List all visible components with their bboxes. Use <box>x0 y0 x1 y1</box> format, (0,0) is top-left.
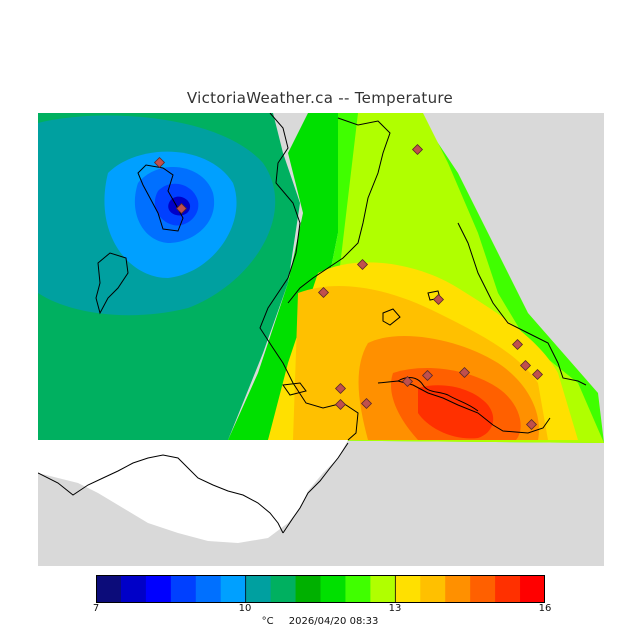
coastline-saanich-bay <box>397 377 479 412</box>
legend-swatch <box>395 575 421 603</box>
legend-swatch <box>520 575 545 603</box>
timestamp: 2026/04/20 08:33 <box>288 616 379 627</box>
station-marker[interactable] <box>334 382 347 395</box>
legend-swatch <box>96 575 122 603</box>
legend-swatch <box>120 575 147 603</box>
coastline-southern-shore <box>38 454 284 534</box>
coastline-small-island-1 <box>137 164 184 232</box>
legend-swatch <box>320 575 346 603</box>
legend-swatch <box>295 575 321 603</box>
legend-swatch <box>495 575 521 603</box>
station-marker[interactable] <box>531 368 544 381</box>
legend-tick-label: 10 <box>238 603 252 614</box>
station-marker[interactable] <box>511 338 524 351</box>
legend-swatch <box>245 575 272 603</box>
coastline-southern-shore-2 <box>282 442 349 534</box>
legend-swatch <box>345 575 371 603</box>
legend-swatch <box>170 575 197 603</box>
coastline-inner-inlet <box>287 117 391 304</box>
legend-tick-label: 16 <box>538 603 552 614</box>
station-marker[interactable] <box>411 143 424 156</box>
legend-ticks: 7 10 13 16 <box>0 603 640 617</box>
legend-swatch <box>220 575 247 603</box>
station-marker[interactable] <box>421 369 434 382</box>
legend-swatch <box>195 575 222 603</box>
map-title: VictoriaWeather.ca -- Temperature <box>186 89 454 107</box>
station-marker[interactable] <box>401 375 414 388</box>
contour-red-orange <box>418 385 494 439</box>
temperature-field <box>38 113 604 443</box>
legend-swatch <box>470 575 496 603</box>
nodata-region <box>38 440 348 543</box>
station-marker[interactable] <box>356 258 369 271</box>
legend-swatch <box>145 575 172 603</box>
station-marker[interactable] <box>458 366 471 379</box>
station-marker[interactable] <box>360 397 373 410</box>
station-marker[interactable] <box>153 156 166 169</box>
station-marker[interactable] <box>525 418 538 431</box>
coastline-islet-2 <box>282 382 307 396</box>
footer: °C 2026/04/20 08:33 <box>0 616 640 627</box>
color-legend <box>96 575 545 603</box>
legend-swatch <box>420 575 446 603</box>
coastline-eastern-peninsula <box>457 222 587 386</box>
station-marker[interactable] <box>317 286 330 299</box>
legend-border <box>96 575 545 603</box>
station-marker[interactable] <box>519 359 532 372</box>
legend-swatch <box>370 575 396 603</box>
weather-stations <box>153 143 544 431</box>
station-marker[interactable] <box>175 202 188 215</box>
legend-tick-label: 7 <box>92 603 100 614</box>
station-marker[interactable] <box>334 398 347 411</box>
coastline-islet-1 <box>382 308 401 326</box>
contour-bright-green <box>228 113 338 440</box>
coastline-victoria <box>377 380 551 434</box>
station-marker[interactable] <box>432 293 445 306</box>
coastline-small-island-2 <box>95 252 129 315</box>
legend-tick-label: 13 <box>388 603 402 614</box>
temperature-map <box>38 113 604 566</box>
coastlines <box>38 113 587 534</box>
legend-swatch <box>270 575 297 603</box>
legend-swatch <box>445 575 471 603</box>
unit-label: °C <box>261 616 274 627</box>
legend-swatches <box>96 575 545 603</box>
